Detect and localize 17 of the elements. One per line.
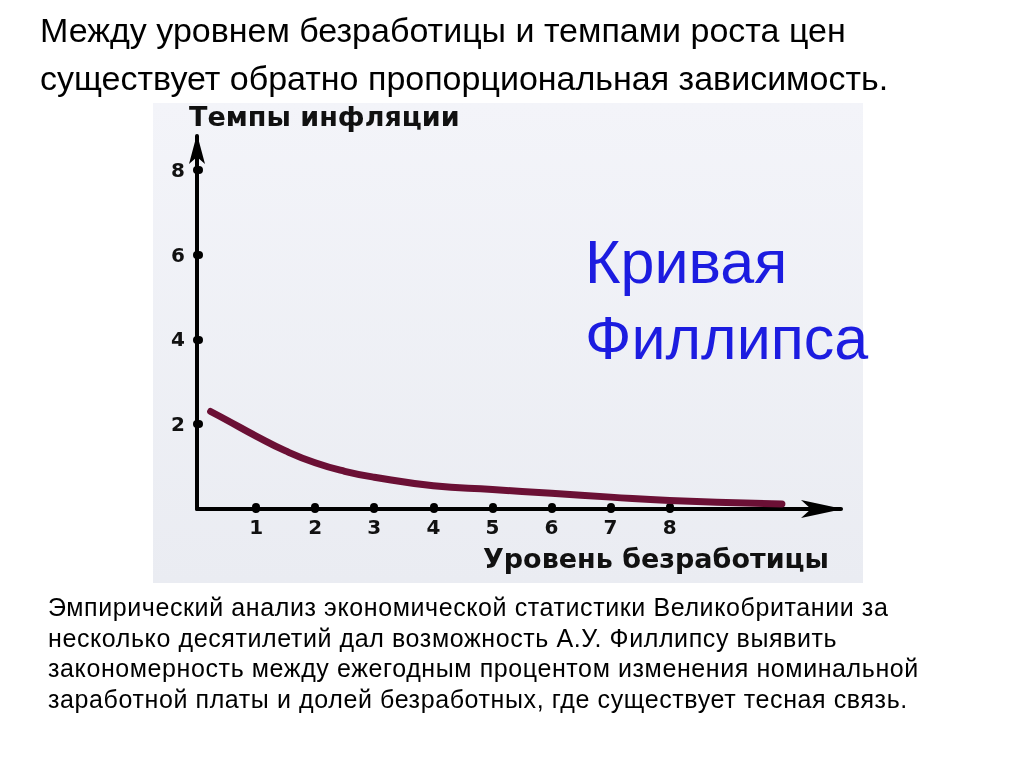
x-tick-label: 6 xyxy=(544,515,559,539)
x-tick-label: 1 xyxy=(249,515,264,539)
chart-title: Между уровнем безработицы и темпами роста цен существует обратно пропорциональная зависимость. xyxy=(40,10,890,99)
y-tick-label: 4 xyxy=(171,327,185,352)
annotation: Кривая Филлипса xyxy=(585,227,870,374)
x-tick-label: 3 xyxy=(367,515,382,539)
text: Эмпирический анализ экономической статистики Великобритании за несколько десятилетий дал возможность А.У. Филлипсу выявить закономерность между ежегодным процентом изменения номинальной заработной платы и долей безработных, где существует тесная связь. xyxy=(48,592,920,714)
x-tick-label: 5 xyxy=(485,515,500,539)
x-tick-label: 2 xyxy=(308,515,323,539)
x-axis-title: Уровень безработицы xyxy=(482,543,829,574)
y-tick-label: 6 xyxy=(171,242,185,267)
y-tick-label: 2 xyxy=(171,412,185,437)
x-tick-label: 8 xyxy=(662,515,677,539)
x-tick-label: 7 xyxy=(603,515,618,539)
x-tick-label: 4 xyxy=(426,515,441,539)
y-tick-label: 8 xyxy=(171,157,185,182)
y-axis-title: Темпы инфляции xyxy=(189,101,460,132)
